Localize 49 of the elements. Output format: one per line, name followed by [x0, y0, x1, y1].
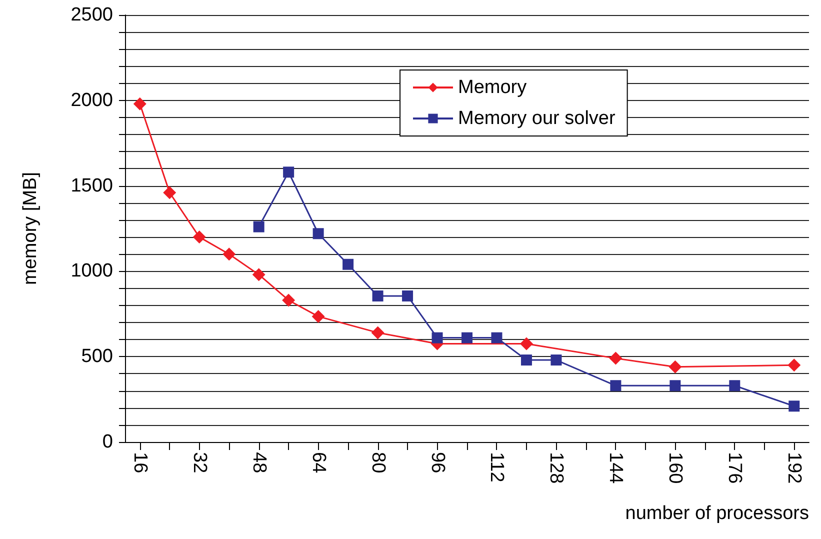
y-tick-label: 1500 [70, 175, 113, 196]
x-tick-label: 64 [308, 452, 329, 474]
point [342, 258, 354, 270]
legend-label: Memory [458, 77, 528, 98]
point [609, 352, 622, 365]
point [668, 360, 682, 374]
point [788, 358, 801, 372]
point [729, 380, 740, 392]
x-axis-title: number of processors [625, 503, 809, 524]
x-tick-label: 112 [486, 452, 508, 482]
point [312, 310, 325, 323]
point [252, 268, 266, 282]
point [520, 337, 533, 350]
x-tick-label: 160 [664, 452, 686, 484]
point [402, 290, 414, 302]
point [550, 354, 562, 366]
point [222, 248, 236, 261]
x-tick-label: 128 [546, 452, 567, 484]
point [462, 332, 472, 344]
point [133, 97, 146, 110]
point [283, 166, 294, 178]
point [670, 380, 681, 392]
legend-label: Memory our solver [458, 108, 616, 129]
point [371, 326, 384, 340]
y-tick-label: 0 [102, 432, 113, 452]
x-tick-label: 176 [724, 452, 746, 484]
y-tick-label: 2500 [70, 4, 113, 26]
y-tick-label: 1000 [70, 260, 113, 282]
x-tick-label: 96 [426, 452, 448, 474]
point [491, 332, 502, 344]
x-tick-label: 80 [367, 452, 388, 474]
point [312, 228, 324, 240]
x-tick-label: 32 [188, 452, 210, 474]
point [520, 354, 532, 366]
point [163, 186, 176, 200]
y-tick-label: 2000 [70, 90, 113, 111]
point [282, 294, 296, 307]
point [788, 400, 800, 412]
x-tick-label: 144 [605, 452, 626, 484]
point [372, 290, 384, 302]
point [432, 332, 443, 344]
x-tick-label: 48 [248, 452, 270, 474]
x-tick-label: 192 [784, 452, 805, 484]
y-tick-label: 500 [81, 346, 113, 368]
point [192, 230, 206, 244]
y-axis-title: memory [MB] [20, 172, 41, 285]
x-tick-label: 16 [129, 452, 150, 474]
point [253, 221, 264, 232]
point [610, 380, 622, 392]
